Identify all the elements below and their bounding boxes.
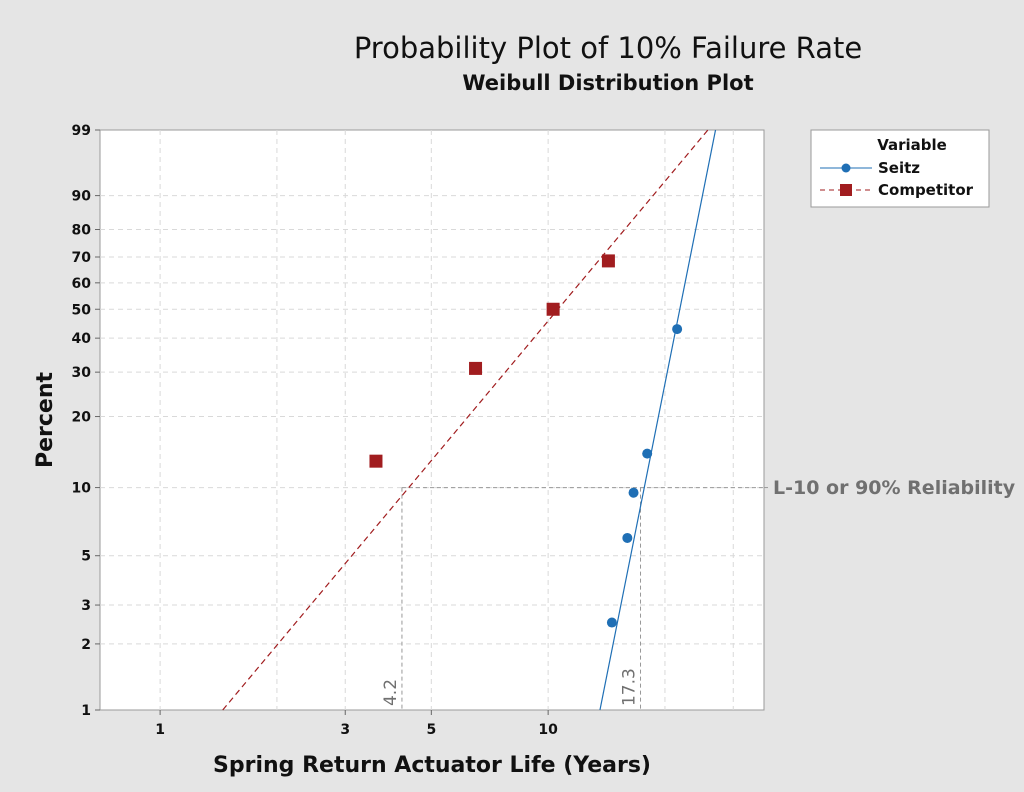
legend-seitz-marker (841, 163, 851, 173)
x-tick-label: 10 (538, 722, 558, 738)
y-tick-label: 5 (81, 549, 91, 565)
y-tick-label: 90 (72, 189, 92, 205)
y-axis-label: Percent (33, 372, 58, 469)
reliability-annotation: L-10 or 90% Reliability (773, 477, 1016, 499)
legend: Variable Seitz Competitor (810, 129, 990, 208)
y-tick-label: 2 (81, 637, 91, 653)
chart-title: Probability Plot of 10% Failure Rate (354, 31, 862, 65)
competitor-fit-line (222, 129, 709, 711)
competitor-point (601, 254, 615, 268)
legend-title: Variable (877, 136, 947, 154)
y-tick-label: 20 (72, 410, 92, 426)
seitz-point (672, 324, 683, 335)
competitor-point (369, 454, 383, 468)
legend-competitor-marker (840, 184, 852, 196)
axis-ticks: 1 2 3 5 10 20 30 40 50 60 70 80 90 99 1 3 5 10 (72, 123, 559, 738)
competitor-point (469, 361, 483, 375)
x-tick-label: 3 (340, 722, 350, 738)
y-tick-label: 70 (72, 250, 92, 266)
plot-area (99, 129, 765, 711)
seitz-point (628, 487, 639, 498)
y-tick-label: 10 (72, 481, 92, 497)
chart-subtitle: Weibull Distribution Plot (462, 71, 753, 95)
seitz-fit-line (599, 129, 717, 711)
legend-competitor-label: Competitor (878, 181, 974, 199)
x-axis-label: Spring Return Actuator Life (Years) (213, 753, 651, 778)
y-tick-label: 1 (81, 703, 91, 719)
y-tick-label: 3 (81, 598, 91, 614)
seitz-point (606, 617, 617, 628)
y-tick-label: 40 (72, 331, 92, 347)
competitor-point (546, 302, 560, 316)
competitor-l10-label: 4.2 (381, 679, 401, 706)
fit-lines (222, 129, 717, 711)
y-tick-label: 60 (72, 276, 92, 292)
data-points (369, 254, 683, 628)
y-tick-label: 50 (72, 302, 92, 318)
y-tick-label: 80 (72, 223, 92, 239)
seitz-l10-label: 17.3 (620, 668, 640, 706)
seitz-point (642, 448, 653, 459)
y-tick-label: 30 (72, 365, 92, 381)
legend-seitz-label: Seitz (878, 159, 920, 177)
reference-lines (401, 487, 770, 710)
y-tick-label: 99 (72, 123, 91, 139)
x-tick-label: 1 (155, 722, 165, 738)
seitz-point (622, 532, 633, 543)
x-tick-label: 5 (426, 722, 436, 738)
